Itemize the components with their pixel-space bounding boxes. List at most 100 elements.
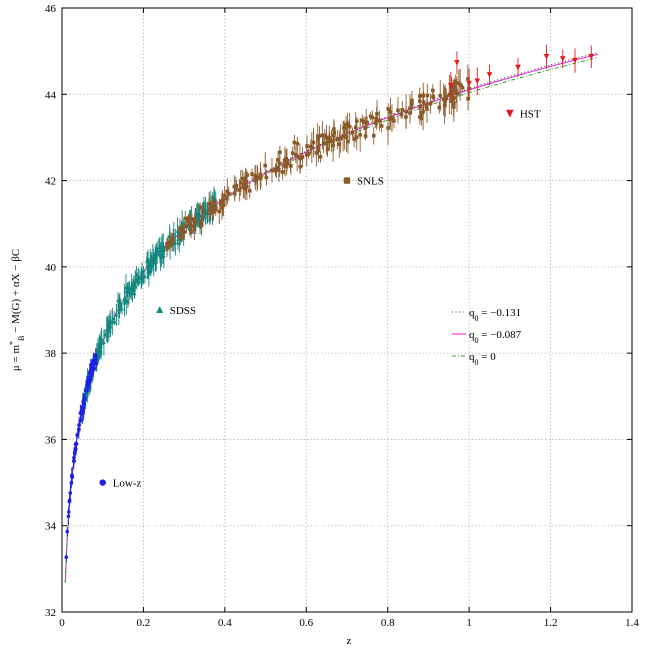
snls-point: [400, 108, 405, 112]
snls-point: [322, 133, 327, 138]
snls-point: [280, 170, 285, 174]
series-label-marker-sdss: [156, 306, 164, 313]
snls-point: [320, 133, 325, 137]
sdss-point: [104, 327, 109, 332]
snls-point: [192, 227, 197, 231]
snls-point: [219, 202, 224, 206]
snls-point: [437, 105, 442, 110]
sdss-point: [126, 298, 130, 302]
snls-point: [421, 100, 426, 105]
series-label-marker-hst: [506, 109, 514, 118]
snls-point: [181, 232, 185, 236]
sdss-point: [151, 255, 155, 260]
y-tick-label: 44: [45, 89, 57, 101]
sdss-point: [159, 248, 164, 253]
snls-point: [238, 181, 243, 185]
snls-point: [294, 152, 298, 157]
hst-point: [474, 78, 481, 85]
snls-point: [379, 124, 384, 128]
hst-point: [466, 80, 472, 87]
snls-point: [300, 155, 305, 159]
legend-label-q: q: [469, 329, 475, 341]
snls-point: [455, 91, 459, 96]
snls-point: [213, 207, 218, 212]
snls-point: [451, 96, 456, 100]
series-label-sdss: SDSS: [170, 305, 196, 317]
snls-point: [350, 130, 355, 135]
sdss-point: [173, 240, 178, 245]
snls-point: [466, 77, 470, 81]
sdss-point: [152, 254, 157, 259]
snls-point: [245, 184, 249, 189]
snls-point: [193, 220, 197, 224]
low-z-point: [88, 363, 93, 367]
snls-point: [392, 118, 396, 123]
snls-point: [226, 191, 231, 196]
snls-point: [311, 140, 316, 145]
snls-point: [365, 120, 369, 125]
snls-point: [232, 191, 237, 195]
legend-label-sub: 0: [475, 336, 479, 345]
low-z-point: [66, 514, 71, 519]
snls-point: [338, 136, 343, 141]
snls-point: [325, 147, 330, 152]
y-tick-label: 40: [45, 262, 57, 274]
snls-point: [224, 196, 228, 201]
y-tick-label: 46: [45, 3, 57, 15]
sdss-point: [112, 319, 117, 324]
y-axis-title-main: μ = m: [10, 345, 22, 372]
snls-point: [358, 133, 362, 137]
hst-point: [543, 53, 550, 60]
snls-point: [290, 151, 295, 155]
sdss-point: [122, 301, 127, 305]
x-tick-label: 1: [466, 617, 472, 629]
snls-point: [199, 222, 203, 227]
snls-point: [410, 98, 414, 103]
snls-point: [184, 224, 189, 229]
sdss-point: [148, 259, 153, 264]
snls-point: [337, 142, 342, 146]
snls-point: [274, 166, 279, 170]
snls-point: [329, 139, 334, 143]
snls-point: [186, 219, 190, 223]
low-z-point: [68, 491, 73, 495]
snls-point: [277, 161, 282, 166]
hst-point: [448, 82, 454, 89]
sdss-point: [99, 336, 104, 341]
snls-point: [316, 148, 321, 153]
snls-point: [222, 193, 227, 198]
legend-label-value: = −0.131: [479, 307, 522, 319]
snls-point: [198, 205, 203, 209]
sdss-point: [106, 324, 111, 328]
low-z-point: [65, 529, 69, 534]
snls-point: [307, 152, 311, 156]
low-z-point: [74, 442, 79, 446]
snls-point: [264, 175, 269, 180]
legend-label: q0 = −0.131: [469, 307, 521, 323]
snls-point: [438, 93, 443, 98]
snls-point: [420, 111, 424, 115]
series-labels: Low-z SDSS SNLS HST: [99, 109, 541, 490]
snls-point: [207, 202, 211, 206]
snls-point: [449, 86, 454, 90]
x-tick-label: 1.2: [544, 617, 558, 629]
snls-point: [354, 119, 359, 123]
snls-point: [295, 154, 299, 159]
x-tick-label: 0.4: [218, 617, 232, 629]
y-axis-title: μ = m*B − M(G) + αX − βC: [8, 249, 26, 371]
snls-point: [237, 188, 242, 192]
snls-point: [454, 88, 458, 93]
snls-point: [396, 108, 400, 113]
snls-point: [318, 154, 323, 159]
snls-point: [276, 158, 280, 162]
sdss-point: [114, 313, 119, 317]
low-z-point: [88, 371, 93, 376]
legend-label: q0 = 0: [469, 351, 496, 367]
snls-point: [418, 94, 422, 98]
legend-label-q: q: [469, 351, 475, 363]
sdss-point: [110, 318, 114, 323]
y-tick-label: 36: [45, 434, 57, 446]
snls-point: [285, 158, 289, 163]
snls-point: [347, 124, 352, 129]
